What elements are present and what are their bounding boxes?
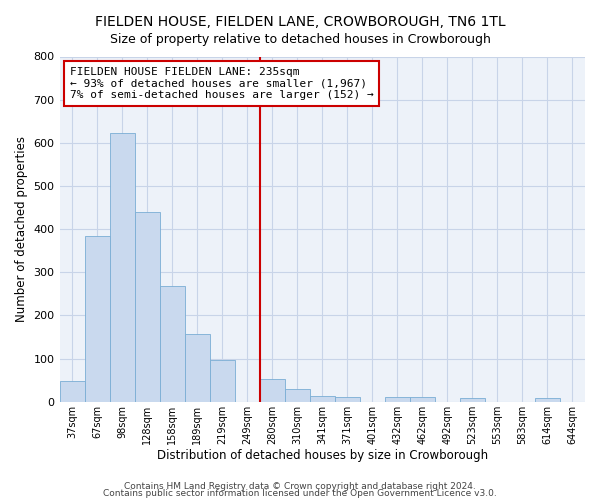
Bar [209, 360, 235, 402]
Bar [410, 398, 435, 402]
Bar [59, 381, 85, 402]
Bar [134, 212, 160, 402]
Bar [335, 398, 360, 402]
Bar [535, 398, 560, 402]
Bar [310, 396, 335, 402]
Bar [285, 389, 310, 402]
Bar [185, 334, 209, 402]
Bar [460, 398, 485, 402]
Text: FIELDEN HOUSE FIELDEN LANE: 235sqm
← 93% of detached houses are smaller (1,967)
: FIELDEN HOUSE FIELDEN LANE: 235sqm ← 93%… [70, 67, 374, 100]
Text: Size of property relative to detached houses in Crowborough: Size of property relative to detached ho… [110, 32, 490, 46]
Bar [85, 236, 110, 402]
Text: Contains HM Land Registry data © Crown copyright and database right 2024.: Contains HM Land Registry data © Crown c… [124, 482, 476, 491]
Bar [260, 379, 285, 402]
X-axis label: Distribution of detached houses by size in Crowborough: Distribution of detached houses by size … [157, 450, 488, 462]
Bar [160, 286, 185, 402]
Bar [110, 133, 134, 402]
Y-axis label: Number of detached properties: Number of detached properties [15, 136, 28, 322]
Bar [385, 396, 410, 402]
Text: Contains public sector information licensed under the Open Government Licence v3: Contains public sector information licen… [103, 490, 497, 498]
Text: FIELDEN HOUSE, FIELDEN LANE, CROWBOROUGH, TN6 1TL: FIELDEN HOUSE, FIELDEN LANE, CROWBOROUGH… [95, 15, 505, 29]
